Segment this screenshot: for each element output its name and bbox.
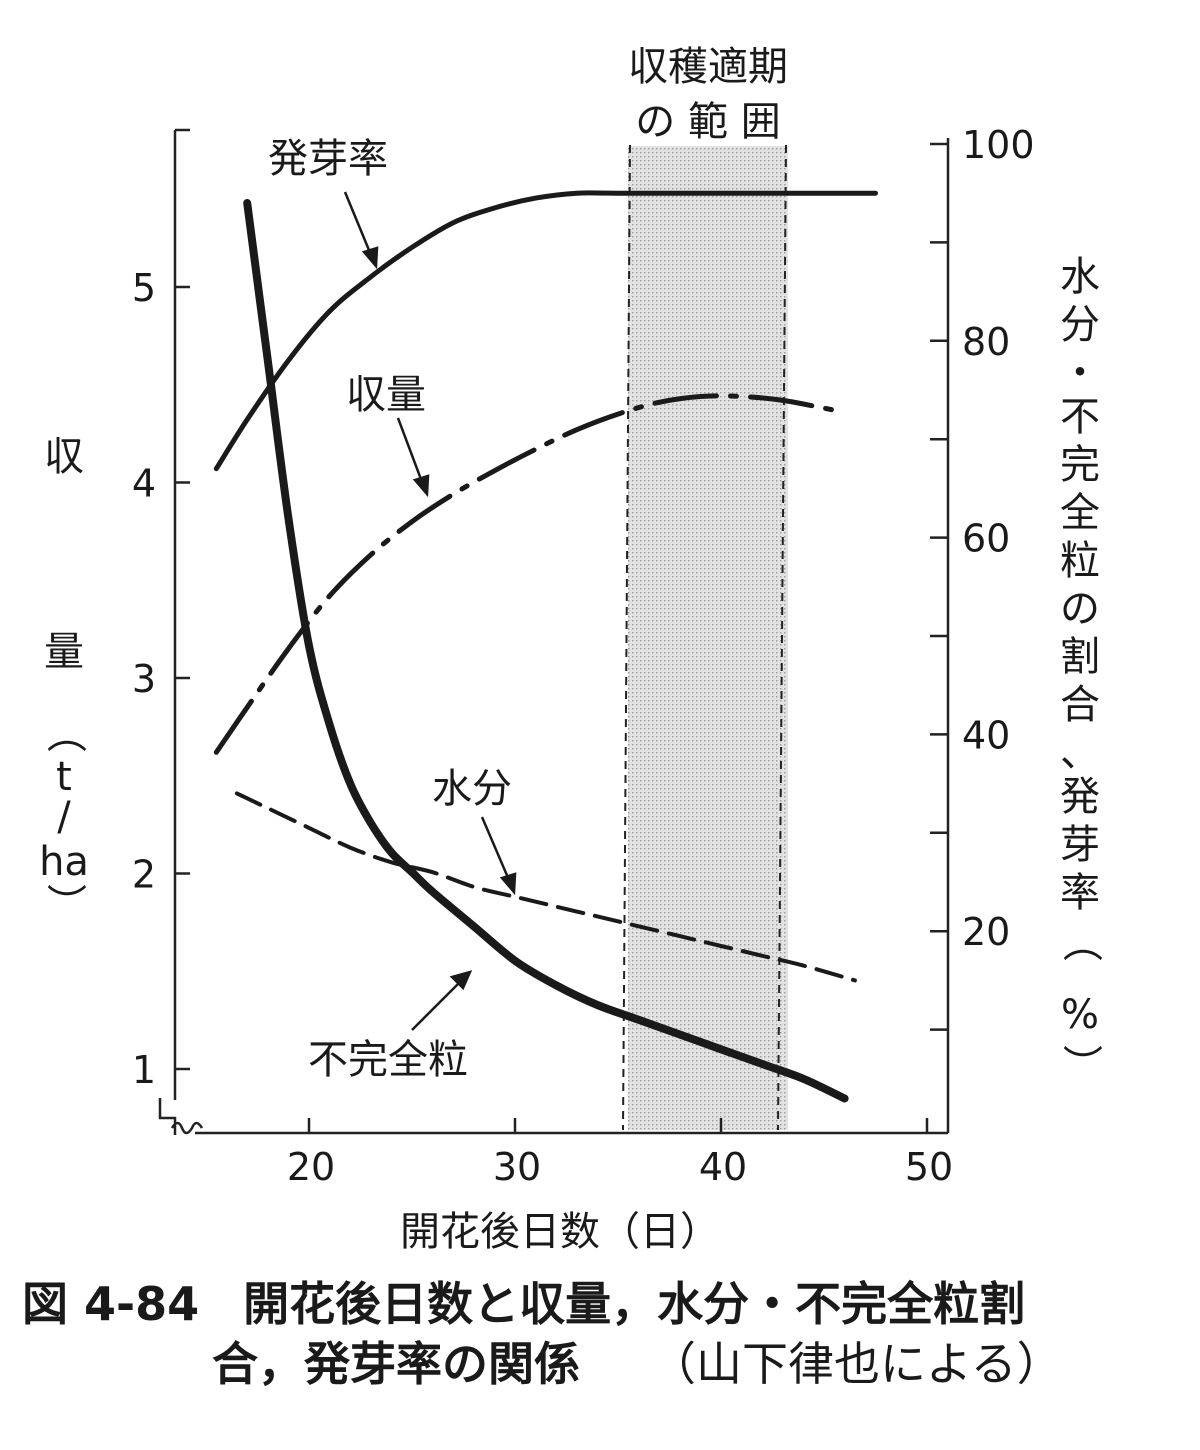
y-left-tick-label-1: 1 — [132, 1048, 156, 1092]
harvest-range-right-edge — [777, 144, 787, 1131]
y-axis-right-title-char-0: 水 — [1060, 254, 1100, 300]
series-line-moisture — [234, 791, 857, 983]
y-axis-right-title-char-12: 芽 — [1060, 822, 1100, 868]
y-axis-left-title-part-6: ） — [42, 883, 88, 923]
y-left-tick-label-5: 5 — [132, 266, 156, 310]
y-axis-left-title-part-5: ha — [39, 839, 89, 885]
y-axis-left-title-part-3: t — [56, 754, 72, 800]
y-axis-right-title-char-5: 全 — [1060, 490, 1100, 536]
tick-labels: 20 30 40 50 1 2 3 4 5 20 40 60 80 100 — [132, 123, 1035, 1189]
figure-number: 図 4-84 — [22, 1277, 200, 1331]
y-axis-right-title-char-7: の — [1060, 586, 1100, 632]
y-axis-left-title-part-0: 収 — [44, 434, 84, 480]
label-germination-rate: 発芽率 — [268, 136, 388, 182]
arrow-imperfect-grain — [411, 979, 463, 1031]
harvest-range-label-2: の 範 囲 — [635, 99, 780, 145]
annotation-arrows — [343, 191, 517, 1031]
y-axis-left-title-part-1: 量 — [44, 629, 84, 675]
x-tick-label-20: 20 — [287, 1145, 335, 1189]
caption-line-2: 合，発芽率の関係 — [212, 1336, 580, 1391]
x-tick-label-40: 40 — [699, 1145, 747, 1189]
y-axis-right-title-char-16: ） — [1058, 1044, 1104, 1084]
y-left-tick-label-4: 4 — [132, 462, 156, 506]
y-axis-right-title-char-13: 率 — [1060, 870, 1100, 916]
y-right-tick-label-20: 20 — [962, 910, 1010, 954]
y-right-tick-label-40: 40 — [962, 713, 1010, 757]
y-axis-right-title-char-2: ・ — [1060, 350, 1100, 396]
y-axis-right-title-char-10: 、 — [1060, 730, 1100, 776]
arrow-yield — [396, 417, 424, 483]
figure-caption: 図 4-84 開花後日数と収量，水分・不完全粒割 合，発芽率の関係 （山下律也による… — [22, 1275, 1182, 1395]
x-tick-label-50: 50 — [905, 1145, 953, 1189]
caption-line-1: 開花後日数と収量，水分・不完全粒割 — [243, 1277, 1026, 1331]
y-axis-left-title: 収量 （t/ha） — [39, 434, 89, 923]
y-right-tick-label-60: 60 — [962, 517, 1010, 561]
series-line-germination-rate — [213, 190, 878, 472]
y-axis-right-title-char-15: % — [1061, 992, 1099, 1038]
harvest-range-left-edge — [622, 144, 631, 1131]
label-moisture: 水分 — [432, 766, 512, 812]
y-right-tick-label-100: 100 — [962, 123, 1035, 167]
harvest-range-shade — [628, 146, 788, 1130]
series-layer — [213, 190, 878, 1103]
y-axis-left-title-part-2: （ — [42, 713, 88, 753]
x-axis-title: 開花後日数（日） — [400, 1209, 720, 1255]
arrow-head-germination-rate — [361, 246, 379, 270]
y-axis-right-title-char-14: （ — [1058, 922, 1104, 962]
arrow-moisture — [480, 816, 511, 881]
x-tick-label-30: 30 — [493, 1145, 541, 1189]
y-axis-left-title-part-4: / — [57, 794, 71, 840]
y-axis-right-title-char-3: 不 — [1060, 394, 1100, 440]
y-axis-right-title-char-6: 粒 — [1060, 538, 1100, 584]
axis-break-mark — [158, 1098, 204, 1135]
arrow-head-moisture — [499, 872, 517, 896]
caption-credit: （山下律也による） — [650, 1336, 1063, 1391]
arrow-germination-rate — [343, 191, 373, 256]
y-left-tick-label-2: 2 — [132, 853, 156, 897]
arrow-head-imperfect-grain — [449, 970, 473, 991]
label-yield: 収量 — [346, 372, 426, 418]
y-axis-right-title-char-9: 合 — [1060, 682, 1100, 728]
y-axis-right-title-char-11: 発 — [1060, 774, 1100, 820]
y-axis-right-title-char-4: 完 — [1060, 442, 1100, 488]
harvest-range-label-1: 収穫適期 — [628, 44, 788, 90]
y-axis-right-title-char-1: 分 — [1060, 302, 1100, 348]
series-line-imperfect-grain — [243, 199, 849, 1103]
arrow-head-yield — [412, 474, 430, 498]
y-left-tick-label-3: 3 — [132, 657, 156, 701]
ticks — [175, 142, 948, 1133]
y-right-tick-label-80: 80 — [962, 320, 1010, 364]
label-imperfect-grain: 不完全粒 — [308, 1037, 468, 1083]
y-axis-right-title-char-8: 割 — [1060, 634, 1100, 680]
